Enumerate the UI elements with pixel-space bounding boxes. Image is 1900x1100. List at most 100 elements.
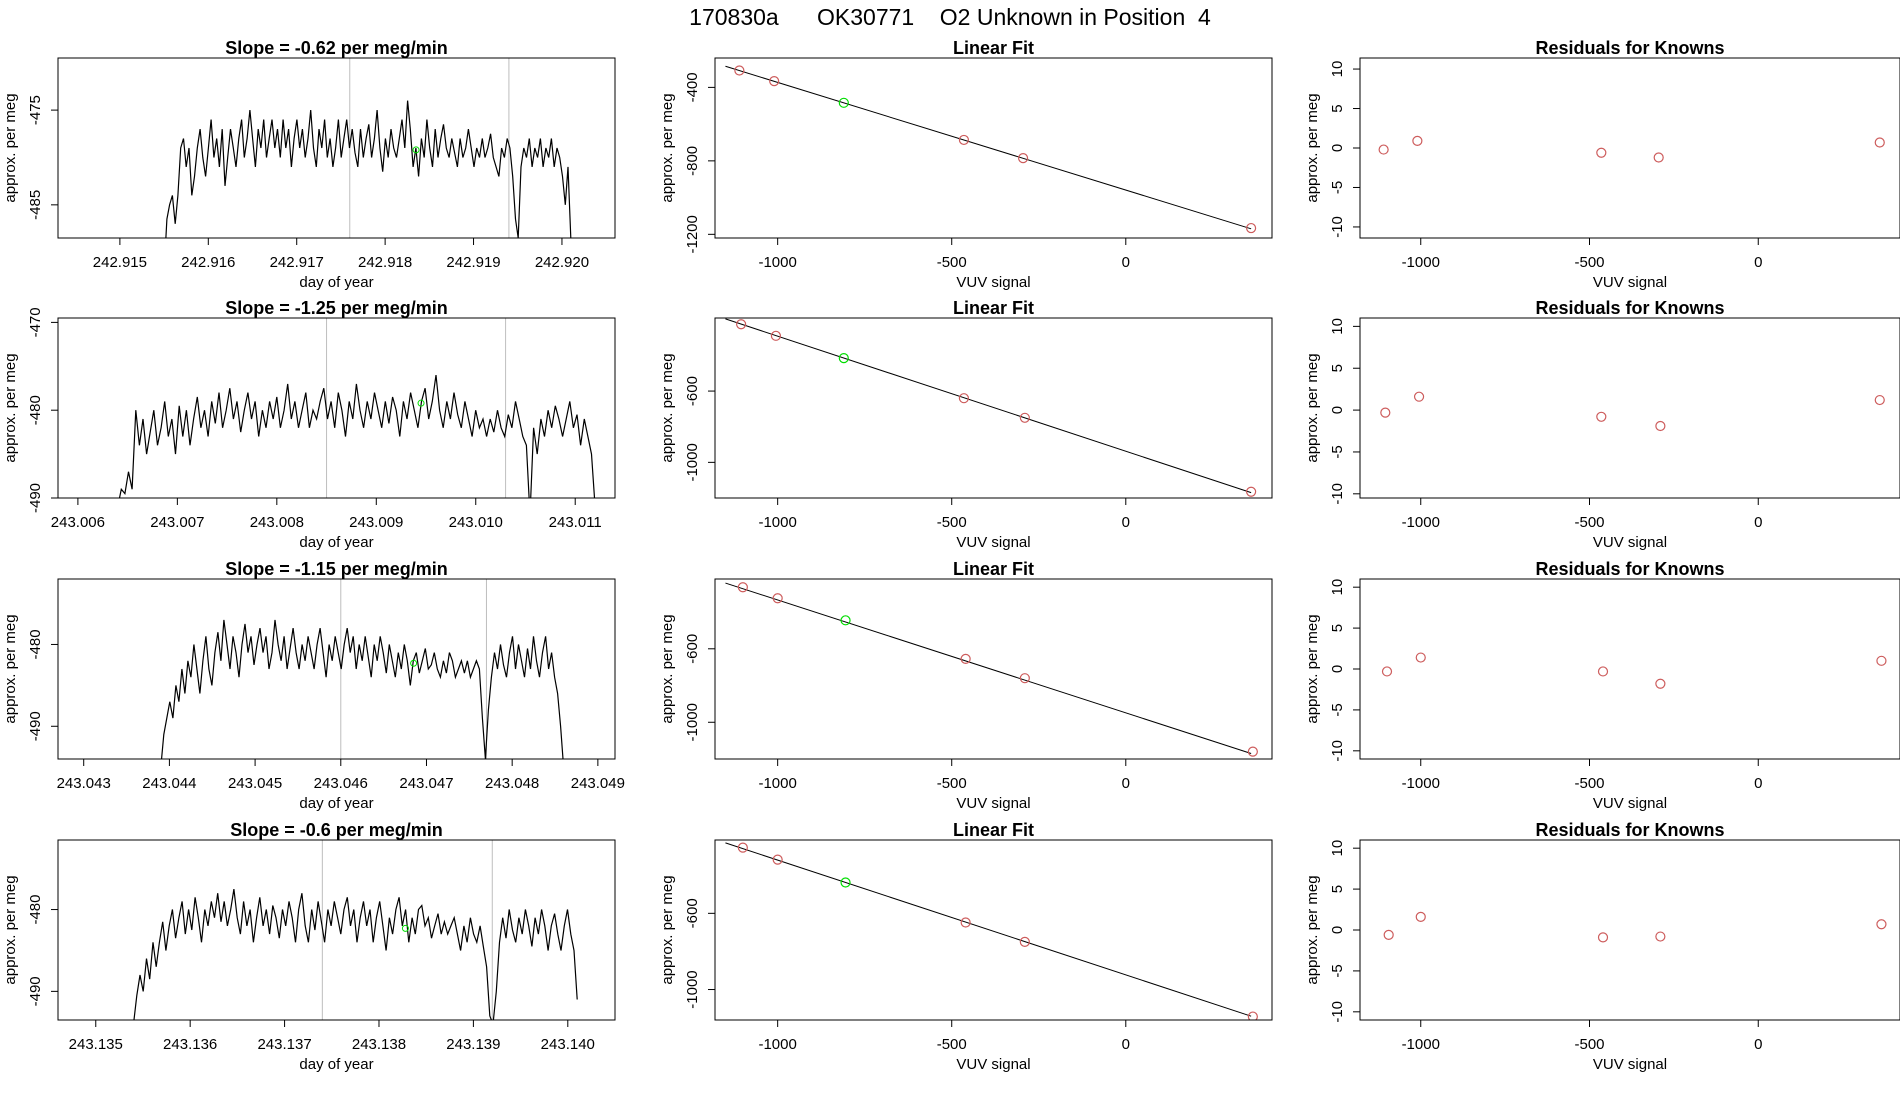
chart-7-plot-area	[160, 579, 564, 759]
chart-5-plot-area	[725, 318, 1257, 497]
chart-11-y-axis-label: approx. per meg	[659, 875, 676, 984]
chart-8-known-point	[960, 653, 971, 664]
chart-9-x-axis-label: VUV signal	[1593, 795, 1667, 812]
chart-4-x-tick-label: 243.007	[150, 514, 204, 531]
chart-12-known-point	[1655, 931, 1666, 942]
chart-4-title: Slope = -1.25 per meg/min	[225, 298, 448, 318]
chart-11-known-point	[1247, 1011, 1258, 1020]
chart-6-known-point	[1874, 394, 1885, 406]
chart-3-x-tick-label: -1000	[1402, 254, 1440, 271]
chart-2-x-axis-label: VUV signal	[956, 274, 1030, 291]
chart-9-y-tick-label: 10	[1329, 579, 1346, 596]
chart-12-plot-area	[1383, 911, 1887, 943]
chart-7-series-line	[160, 619, 564, 759]
chart-10-x-tick-label: 243.137	[257, 1036, 311, 1053]
chart-5-known-point	[770, 330, 782, 341]
chart-6-x-tick-label: -500	[1574, 514, 1604, 531]
chart-2-x-tick-label: -500	[937, 254, 967, 271]
chart-4-x-tick-label: 243.008	[250, 514, 304, 531]
chart-6-x-tick-label: 0	[1754, 514, 1762, 531]
chart-5-known-point	[736, 319, 747, 330]
chart-2-known-point	[1246, 222, 1257, 234]
chart-11-x-tick-label: 0	[1122, 1036, 1130, 1053]
chart-6-frame	[1359, 317, 1900, 499]
chart-1-y-axis-label: approx. per meg	[2, 93, 19, 202]
chart-1-series-line	[165, 100, 572, 238]
chart-3-known-point	[1412, 135, 1423, 146]
chart-11-y-tick-label: -600	[684, 898, 701, 928]
chart-2-known-point	[958, 134, 970, 146]
chart-6-title: Residuals for Knowns	[1535, 298, 1724, 318]
chart-12-x-tick-label: 0	[1754, 1036, 1762, 1053]
chart-9-known-point	[1381, 666, 1393, 677]
chart-12: Residuals for Knowns VUV signal approx. pe…	[1304, 820, 1900, 1073]
chart-2-fit-line	[725, 65, 1252, 230]
chart-6-y-tick-label: -10	[1329, 483, 1346, 505]
chart-11-x-tick-label: -1000	[758, 1036, 796, 1053]
chart-11-frame	[714, 839, 1273, 1021]
chart-3-plot-area	[1378, 135, 1885, 163]
chart-6-y-tick-label: -5	[1329, 445, 1346, 458]
chart-7-frame	[57, 578, 616, 760]
chart-4-frame	[57, 317, 616, 499]
chart-8-x-tick-label: -1000	[758, 775, 796, 792]
chart-4-plot-area	[118, 318, 596, 498]
chart-5-y-tick-label: -1000	[684, 443, 701, 481]
chart-4-x-tick-label: 243.010	[449, 514, 503, 531]
chart-1-x-tick-label: 242.916	[181, 254, 235, 271]
chart-6-y-axis-label: approx. per meg	[1304, 353, 1321, 462]
chart-12-known-point	[1383, 929, 1394, 941]
chart-7-x-tick-label: 243.043	[57, 775, 111, 792]
chart-4-x-tick-label: 243.011	[549, 514, 602, 531]
chart-4-y-tick-label: -480	[27, 395, 44, 425]
chart-6-known-point	[1413, 391, 1425, 402]
chart-7-unknown-marker	[410, 659, 418, 667]
chart-5-known-point	[1019, 412, 1030, 423]
chart-1-x-tick-label: 242.920	[535, 254, 589, 271]
chart-1-y-tick-label: -485	[27, 190, 44, 220]
chart-1-x-tick-label: 242.919	[446, 254, 500, 271]
chart-8-fit-line	[725, 582, 1252, 754]
chart-11-fit-line	[725, 842, 1252, 1017]
chart-11-plot-area	[725, 842, 1258, 1020]
chart-2: Linear Fit VUV signal approx. per meg -1000…	[659, 38, 1273, 291]
chart-9-known-point	[1415, 652, 1426, 663]
chart-10-unknown-marker	[401, 924, 409, 932]
chart-3-y-tick-label: 5	[1329, 104, 1346, 112]
chart-10-x-tick-label: 243.135	[69, 1036, 123, 1053]
chart-12-y-tick-label: 0	[1329, 926, 1346, 934]
chart-8-unknown-point	[840, 615, 851, 626]
chart-5-x-tick-label: -500	[937, 514, 967, 531]
chart-6-known-point	[1655, 420, 1666, 432]
chart-6-y-tick-label: 0	[1329, 406, 1346, 414]
chart-8-y-tick-label: -600	[684, 634, 701, 664]
chart-7-title: Slope = -1.15 per meg/min	[225, 559, 448, 579]
chart-1-unknown-marker	[412, 146, 420, 154]
chart-2-y-tick-label: -400	[684, 72, 701, 102]
chart-5-known-point	[958, 393, 970, 404]
chart-8-known-point	[1019, 673, 1030, 684]
chart-10-y-tick-label: -490	[27, 976, 44, 1006]
chart-4-x-tick-label: 243.009	[349, 514, 403, 531]
chart-6-y-tick-label: 10	[1329, 318, 1346, 335]
chart-2-x-tick-label: -1000	[758, 254, 796, 271]
chart-8-y-axis-label: approx. per meg	[659, 614, 676, 723]
chart-9-y-axis-label: approx. per meg	[1304, 614, 1321, 723]
chart-2-known-point	[769, 76, 780, 87]
chart-1: Slope = -0.62 per meg/min day of year appr…	[2, 38, 616, 291]
chart-9-x-tick-label: 0	[1754, 775, 1762, 792]
chart-10-x-tick-label: 243.138	[352, 1036, 406, 1053]
chart-3-title: Residuals for Knowns	[1535, 38, 1724, 58]
chart-7-x-tick-label: 243.048	[485, 775, 539, 792]
chart-9-known-point	[1876, 655, 1887, 666]
chart-10-series-line	[133, 889, 578, 1020]
chart-3-known-point	[1378, 144, 1389, 155]
chart-5-x-tick-label: -1000	[758, 514, 796, 531]
chart-7-x-axis-label: day of year	[299, 795, 373, 812]
chart-11-known-point	[960, 917, 971, 928]
chart-11-x-axis-label: VUV signal	[956, 1056, 1030, 1073]
chart-7-x-tick-label: 243.045	[228, 775, 282, 792]
chart-12-known-point	[1415, 911, 1426, 923]
chart-7-x-tick-label: 243.046	[314, 775, 368, 792]
